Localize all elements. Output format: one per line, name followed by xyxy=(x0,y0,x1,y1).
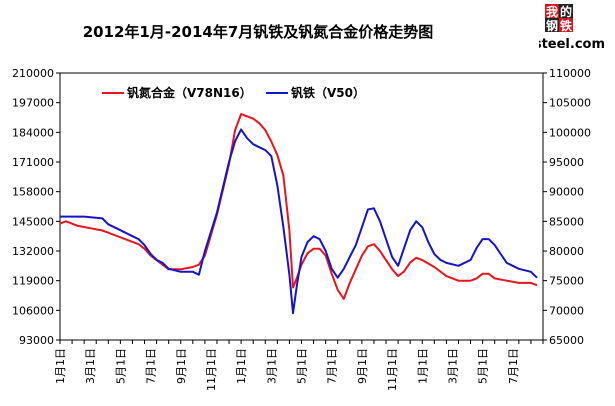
logo-char-2: 的 xyxy=(560,4,572,19)
y-axis-left: 93000 106000 119000 132000 145000 158000 17100… xyxy=(12,67,60,347)
legend: 钒氮合金（V78N16） 钒铁（V50） xyxy=(102,85,365,100)
y-left-tick-label: 119000 xyxy=(12,275,54,288)
legend-label-ferrovanadium: 钒铁（V50） xyxy=(291,85,365,100)
y-left-tick-label: 132000 xyxy=(12,245,54,258)
chart-title: 2012年1月-2014年7月钒铁及钒氮合金价格走势图 xyxy=(83,23,434,41)
x-tick-label: 5月1日 xyxy=(296,348,309,384)
y-left-tick-label: 184000 xyxy=(12,126,54,139)
y-right-tick-label: 85000 xyxy=(549,215,584,228)
x-tick-label: 9月1日 xyxy=(356,348,369,384)
y-right-tick-label: 90000 xyxy=(549,186,584,199)
y-right-tick-label: 75000 xyxy=(549,275,584,288)
y-left-tick-label: 210000 xyxy=(12,67,54,80)
y-right-tick-label: 70000 xyxy=(549,304,584,317)
legend-label-vanadium-nitrogen: 钒氮合金（V78N16） xyxy=(127,85,252,100)
series-layer xyxy=(59,113,538,315)
y-left-tick-label: 145000 xyxy=(12,215,54,228)
x-tick-label: 11月1日 xyxy=(386,348,399,391)
y-left-tick-label: 93000 xyxy=(19,334,54,347)
y-left-tick-label: 197000 xyxy=(12,97,54,110)
x-tick-label: 3月1日 xyxy=(84,348,97,384)
x-tick-label: 3月1日 xyxy=(446,348,459,384)
y-right-tick-label: 105000 xyxy=(549,97,591,110)
x-tick-label: 1月1日 xyxy=(416,348,429,384)
y-axis-right: 65000 70000 75000 80000 85000 90000 95000 10000… xyxy=(543,67,591,347)
x-tick-label: 1月1日 xyxy=(235,348,248,384)
x-tick-label: 5月1日 xyxy=(114,348,127,384)
y-right-tick-label: 65000 xyxy=(549,334,584,347)
x-tick-label: 9月1日 xyxy=(175,348,188,384)
y-right-tick-label: 100000 xyxy=(549,126,591,139)
y-right-tick-label: 80000 xyxy=(549,245,584,258)
y-right-tick-label: 95000 xyxy=(549,156,584,169)
logo-brand-text: Mysteel.com xyxy=(539,37,605,52)
x-tick-label: 7月1日 xyxy=(507,348,520,384)
x-tick-label: 7月1日 xyxy=(326,348,339,384)
x-tick-label: 1月1日 xyxy=(54,348,67,384)
x-tick-label: 3月1日 xyxy=(265,348,278,384)
y-right-tick-label: 110000 xyxy=(549,67,591,80)
x-tick-label: 11月1日 xyxy=(205,348,218,391)
logo-char-4: 铁 xyxy=(560,18,572,33)
series-line-ferrovanadium xyxy=(60,128,538,315)
mysteel-logo: 我 的 钢 铁 Mysteel.com xyxy=(512,2,609,54)
x-tick-label: 7月1日 xyxy=(145,348,158,384)
logo-char-3: 钢 xyxy=(546,18,558,33)
x-tick-label: 5月1日 xyxy=(477,348,490,384)
y-left-tick-label: 106000 xyxy=(12,304,54,317)
x-axis: 1月1日 3月1日 5月1日 7月1日 9月1日 11月1日 1月1日 3月1日 5月1日 7月1… xyxy=(54,340,544,391)
logo-char-1: 我 xyxy=(546,4,558,19)
plot-area xyxy=(59,72,544,341)
y-left-tick-label: 158000 xyxy=(12,186,54,199)
y-left-tick-label: 171000 xyxy=(12,156,54,169)
